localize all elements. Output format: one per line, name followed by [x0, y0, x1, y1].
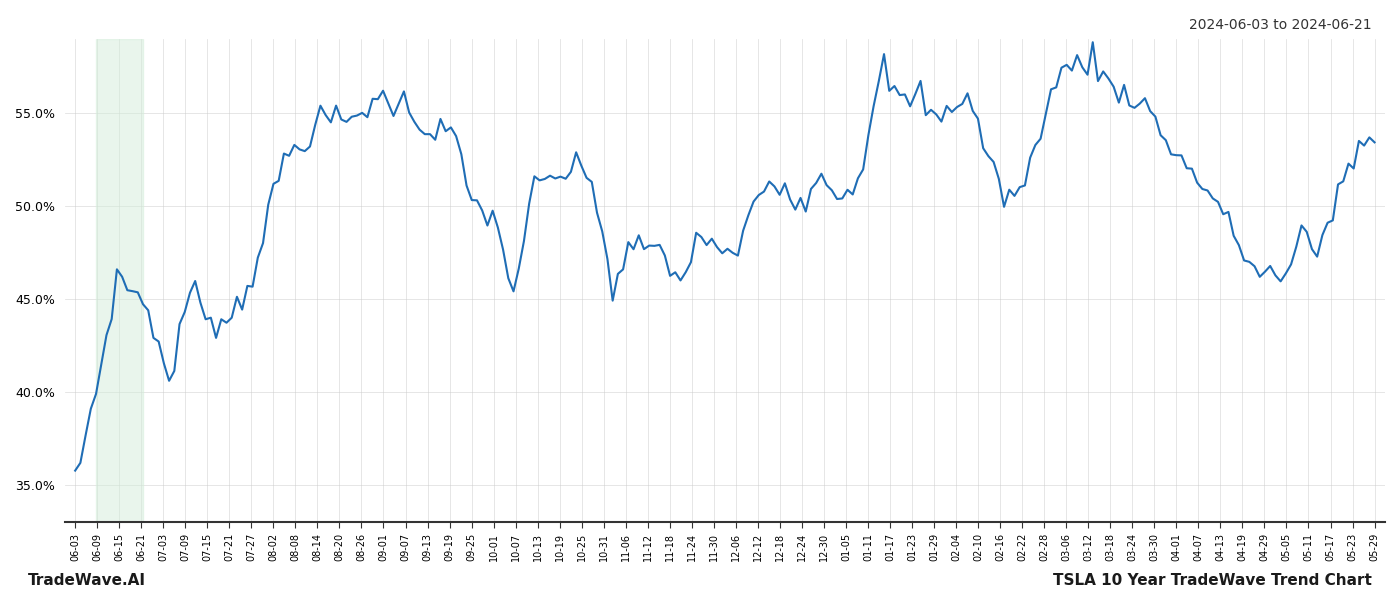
Text: TSLA 10 Year TradeWave Trend Chart: TSLA 10 Year TradeWave Trend Chart	[1053, 573, 1372, 588]
Text: 2024-06-03 to 2024-06-21: 2024-06-03 to 2024-06-21	[1190, 18, 1372, 32]
Bar	[97, 39, 143, 522]
Text: TradeWave.AI: TradeWave.AI	[28, 573, 146, 588]
